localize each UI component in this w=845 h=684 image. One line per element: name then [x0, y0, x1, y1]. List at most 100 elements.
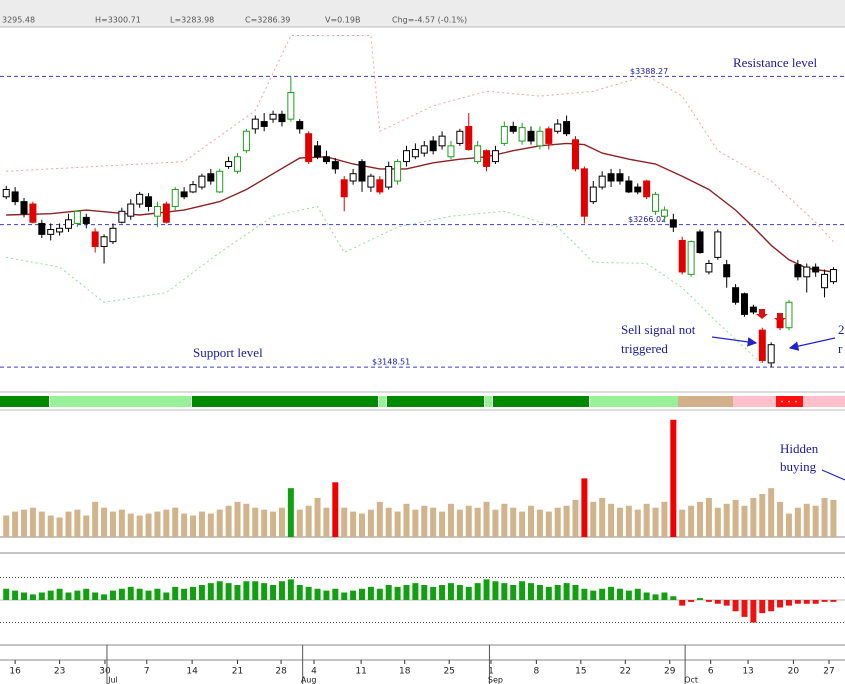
- volume-bar: [341, 507, 348, 537]
- volume-bar: [661, 501, 668, 537]
- indicator-bar: [421, 585, 428, 600]
- candle-body: [367, 175, 375, 188]
- candle-body: [821, 273, 829, 289]
- candle-body: [643, 180, 651, 198]
- volume-bar: [510, 507, 517, 537]
- month-label: Oct: [684, 676, 698, 684]
- annotation: Sell signal not: [621, 322, 696, 337]
- indicator-bar: [403, 585, 410, 600]
- upper-band: [6, 35, 834, 242]
- indicator-bar: [545, 586, 552, 600]
- candle-body: [287, 91, 295, 120]
- indicator-bar: [697, 598, 704, 600]
- volume-bar: [545, 511, 552, 537]
- candle-body: [2, 188, 10, 198]
- indicator-bar: [821, 600, 828, 602]
- candle-body: [696, 231, 704, 254]
- volume-bar: [821, 497, 828, 537]
- indicator-bar: [483, 579, 490, 600]
- indicator-bar: [314, 588, 321, 600]
- volume-bar: [608, 503, 615, 537]
- indicator-bar: [456, 585, 463, 600]
- indicator-bar: [394, 586, 401, 600]
- candle-body: [278, 113, 286, 123]
- x-tick-label: 28: [275, 667, 287, 677]
- indicator-bar: [216, 581, 223, 600]
- x-tick-label: 27: [823, 667, 834, 677]
- indicator-bar: [652, 594, 659, 600]
- volume-bar: [501, 503, 508, 537]
- volume-bar: [243, 503, 250, 537]
- indicator-bar: [350, 590, 357, 600]
- indicator-bar: [38, 592, 45, 600]
- candle-body: [376, 179, 384, 193]
- volume-bar: [314, 497, 321, 537]
- candle-body: [145, 196, 153, 207]
- candle-body: [660, 209, 668, 217]
- volume-bar: [581, 478, 588, 537]
- indicator-bar: [163, 592, 170, 600]
- volume-bar: [474, 507, 481, 537]
- indicator-bar: [750, 600, 757, 623]
- volume-bar: [536, 509, 543, 537]
- candle-body: [189, 184, 197, 193]
- indicator-bar: [270, 585, 277, 600]
- indicator-bar: [803, 600, 810, 604]
- candle-body: [518, 127, 526, 142]
- indicator-bar: [65, 592, 72, 600]
- indicator-bar: [181, 588, 188, 600]
- header-bar: [0, 0, 845, 27]
- volume-bar: [732, 499, 739, 537]
- candle-body: [109, 227, 117, 243]
- x-tick-label: 20: [788, 667, 800, 677]
- candle-body: [616, 173, 624, 182]
- volume-bar: [572, 499, 579, 537]
- candle-body: [732, 287, 740, 303]
- candle-body: [402, 150, 410, 163]
- candle-body: [527, 130, 535, 142]
- candle-body: [634, 186, 642, 193]
- indicator-bar: [145, 590, 152, 600]
- volume-bar: [287, 488, 294, 537]
- annotation: triggered: [621, 341, 668, 356]
- indicator-bar: [74, 590, 81, 600]
- indicator-bar: [127, 586, 134, 600]
- candle-body: [82, 216, 90, 224]
- candle-body: [598, 175, 606, 188]
- candle-body: [20, 201, 28, 215]
- x-tick-label: 21: [232, 667, 243, 677]
- candle-body: [198, 175, 206, 188]
- indicator-bar: [714, 600, 721, 604]
- volume-bar: [56, 517, 63, 537]
- candle-body: [803, 266, 811, 278]
- candle-body: [340, 179, 348, 198]
- candle-body: [118, 210, 126, 223]
- candle-body: [714, 231, 722, 258]
- candle-body: [233, 156, 241, 172]
- indicator-bar: [154, 588, 161, 600]
- candle-body: [322, 156, 330, 163]
- candle-body: [678, 239, 686, 273]
- candle-body: [56, 227, 64, 233]
- volume-bar: [430, 507, 437, 537]
- volume-bar: [439, 511, 446, 537]
- volume-bar: [172, 507, 179, 537]
- indicator-bar: [367, 586, 374, 600]
- candle-body: [73, 210, 81, 224]
- x-tick-label: 29: [664, 667, 676, 677]
- candle-body: [509, 125, 517, 132]
- candle-body: [331, 161, 339, 170]
- volume-bar: [563, 505, 570, 537]
- volume-bar: [305, 505, 312, 537]
- volume-bar: [136, 515, 143, 537]
- indicator-bar: [447, 583, 454, 600]
- candle-body: [794, 264, 802, 278]
- indicator-bar: [190, 586, 197, 600]
- indicator-bar: [225, 583, 232, 600]
- indicator-bar: [3, 588, 10, 600]
- indicator-bar: [616, 588, 623, 600]
- x-tick-label: 22: [620, 667, 631, 677]
- indicator-bar: [47, 590, 54, 600]
- indicator-bar: [385, 585, 392, 600]
- x-tick-label: 16: [9, 667, 21, 677]
